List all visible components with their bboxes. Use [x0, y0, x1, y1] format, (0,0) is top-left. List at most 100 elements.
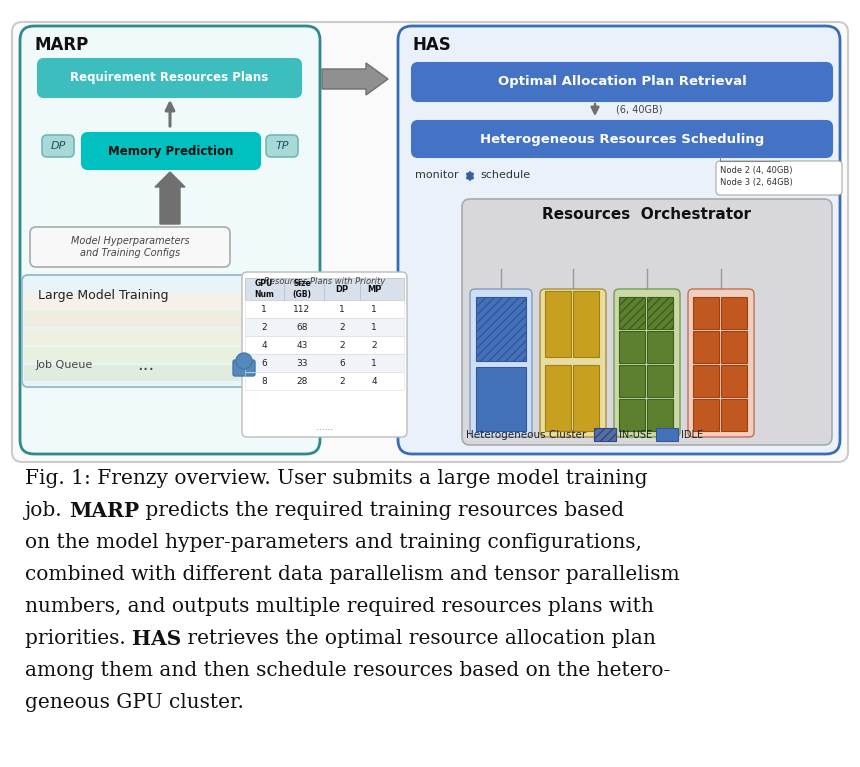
Bar — [245, 318, 404, 336]
Bar — [693, 399, 719, 431]
Bar — [245, 372, 404, 390]
Text: 8: 8 — [261, 377, 267, 386]
FancyBboxPatch shape — [266, 135, 298, 157]
Bar — [721, 365, 747, 397]
Text: 112: 112 — [293, 304, 310, 314]
Bar — [245, 336, 404, 354]
Bar — [545, 291, 571, 357]
Text: monitor: monitor — [415, 170, 458, 180]
Text: TP: TP — [275, 141, 289, 151]
Text: 2: 2 — [372, 341, 377, 350]
Bar — [693, 365, 719, 397]
Text: 33: 33 — [296, 358, 308, 367]
FancyBboxPatch shape — [82, 133, 260, 169]
Bar — [721, 297, 747, 329]
Text: MARP: MARP — [69, 501, 139, 521]
Bar — [24, 293, 278, 309]
Bar — [245, 318, 404, 336]
Text: 28: 28 — [297, 377, 308, 386]
Bar — [476, 367, 526, 431]
Text: Requirement Resources Plans: Requirement Resources Plans — [71, 71, 268, 84]
Bar — [573, 365, 599, 431]
Text: 2: 2 — [339, 341, 345, 350]
Text: 2: 2 — [339, 322, 345, 331]
Text: Model Hyperparameters
and Training Configs: Model Hyperparameters and Training Confi… — [71, 236, 189, 258]
Text: on the model hyper-parameters and training configurations,: on the model hyper-parameters and traini… — [25, 533, 642, 552]
Text: Heterogeneous Resources Scheduling: Heterogeneous Resources Scheduling — [480, 133, 765, 146]
Bar — [245, 278, 404, 300]
Text: 2: 2 — [261, 322, 267, 331]
Text: DP: DP — [335, 285, 348, 294]
Text: 68: 68 — [296, 322, 308, 331]
Text: predicts the required training resources based: predicts the required training resources… — [139, 501, 624, 520]
Bar — [245, 300, 404, 318]
Bar — [24, 329, 278, 345]
Text: priorities.: priorities. — [25, 629, 132, 648]
FancyBboxPatch shape — [716, 161, 842, 195]
Text: combined with different data parallelism and tensor parallelism: combined with different data parallelism… — [25, 565, 679, 584]
Text: MP: MP — [367, 285, 381, 294]
Text: Resources  Orchestrator: Resources Orchestrator — [543, 207, 752, 222]
Bar — [245, 354, 404, 372]
FancyBboxPatch shape — [242, 272, 407, 437]
FancyBboxPatch shape — [470, 289, 532, 437]
Bar — [647, 331, 673, 363]
Text: HAS: HAS — [132, 629, 181, 649]
FancyBboxPatch shape — [30, 227, 230, 267]
FancyBboxPatch shape — [20, 26, 320, 454]
FancyBboxPatch shape — [22, 275, 280, 387]
Text: Fig. 1: Frenzy overview. User submits a large model training: Fig. 1: Frenzy overview. User submits a … — [25, 469, 648, 488]
FancyBboxPatch shape — [38, 59, 301, 97]
Text: Memory Prediction: Memory Prediction — [108, 144, 234, 157]
Bar — [647, 297, 673, 329]
Text: 6: 6 — [261, 358, 267, 367]
FancyBboxPatch shape — [688, 289, 754, 437]
Text: IDLE: IDLE — [681, 430, 703, 440]
Text: GPU
Num: GPU Num — [254, 279, 274, 298]
Text: numbers, and outputs multiple required resources plans with: numbers, and outputs multiple required r… — [25, 597, 654, 616]
Text: 1: 1 — [339, 304, 345, 314]
Bar — [476, 297, 526, 361]
Text: Large Model Training: Large Model Training — [38, 289, 169, 302]
Text: Node 2 (4, 40GB): Node 2 (4, 40GB) — [720, 166, 793, 175]
FancyArrow shape — [322, 63, 388, 95]
Bar — [656, 428, 678, 441]
Bar — [24, 347, 278, 363]
Bar — [24, 311, 278, 327]
Bar — [693, 297, 719, 329]
FancyBboxPatch shape — [398, 26, 840, 454]
Circle shape — [236, 353, 252, 369]
Bar — [647, 365, 673, 397]
FancyBboxPatch shape — [462, 199, 832, 445]
Bar — [721, 399, 747, 431]
Text: (6, 40GB): (6, 40GB) — [616, 105, 662, 115]
Text: job.: job. — [25, 501, 69, 520]
Bar — [619, 399, 645, 431]
Text: geneous GPU cluster.: geneous GPU cluster. — [25, 693, 244, 712]
Text: among them and then schedule resources based on the hetero-: among them and then schedule resources b… — [25, 661, 670, 680]
Text: Size
(GB): Size (GB) — [292, 279, 311, 298]
Bar — [594, 428, 616, 441]
Bar — [693, 331, 719, 363]
FancyBboxPatch shape — [614, 289, 680, 437]
Bar — [721, 331, 747, 363]
Text: Node 3 (2, 64GB): Node 3 (2, 64GB) — [720, 178, 793, 187]
Text: MARP: MARP — [34, 36, 89, 54]
Text: DP: DP — [51, 141, 65, 151]
Text: HAS: HAS — [412, 36, 451, 54]
Text: 6: 6 — [339, 358, 345, 367]
Text: ...: ... — [138, 356, 155, 374]
Bar — [647, 399, 673, 431]
Bar — [545, 365, 571, 431]
Text: 1: 1 — [372, 304, 377, 314]
Text: 1: 1 — [372, 322, 377, 331]
FancyArrow shape — [155, 172, 185, 224]
Text: Heterogeneous Cluster: Heterogeneous Cluster — [466, 430, 587, 440]
Text: schedule: schedule — [480, 170, 530, 180]
Text: 4: 4 — [261, 341, 267, 350]
FancyBboxPatch shape — [42, 135, 74, 157]
Bar — [619, 331, 645, 363]
Text: Optimal Allocation Plan Retrieval: Optimal Allocation Plan Retrieval — [498, 75, 746, 88]
Bar — [573, 291, 599, 357]
FancyBboxPatch shape — [233, 360, 255, 376]
